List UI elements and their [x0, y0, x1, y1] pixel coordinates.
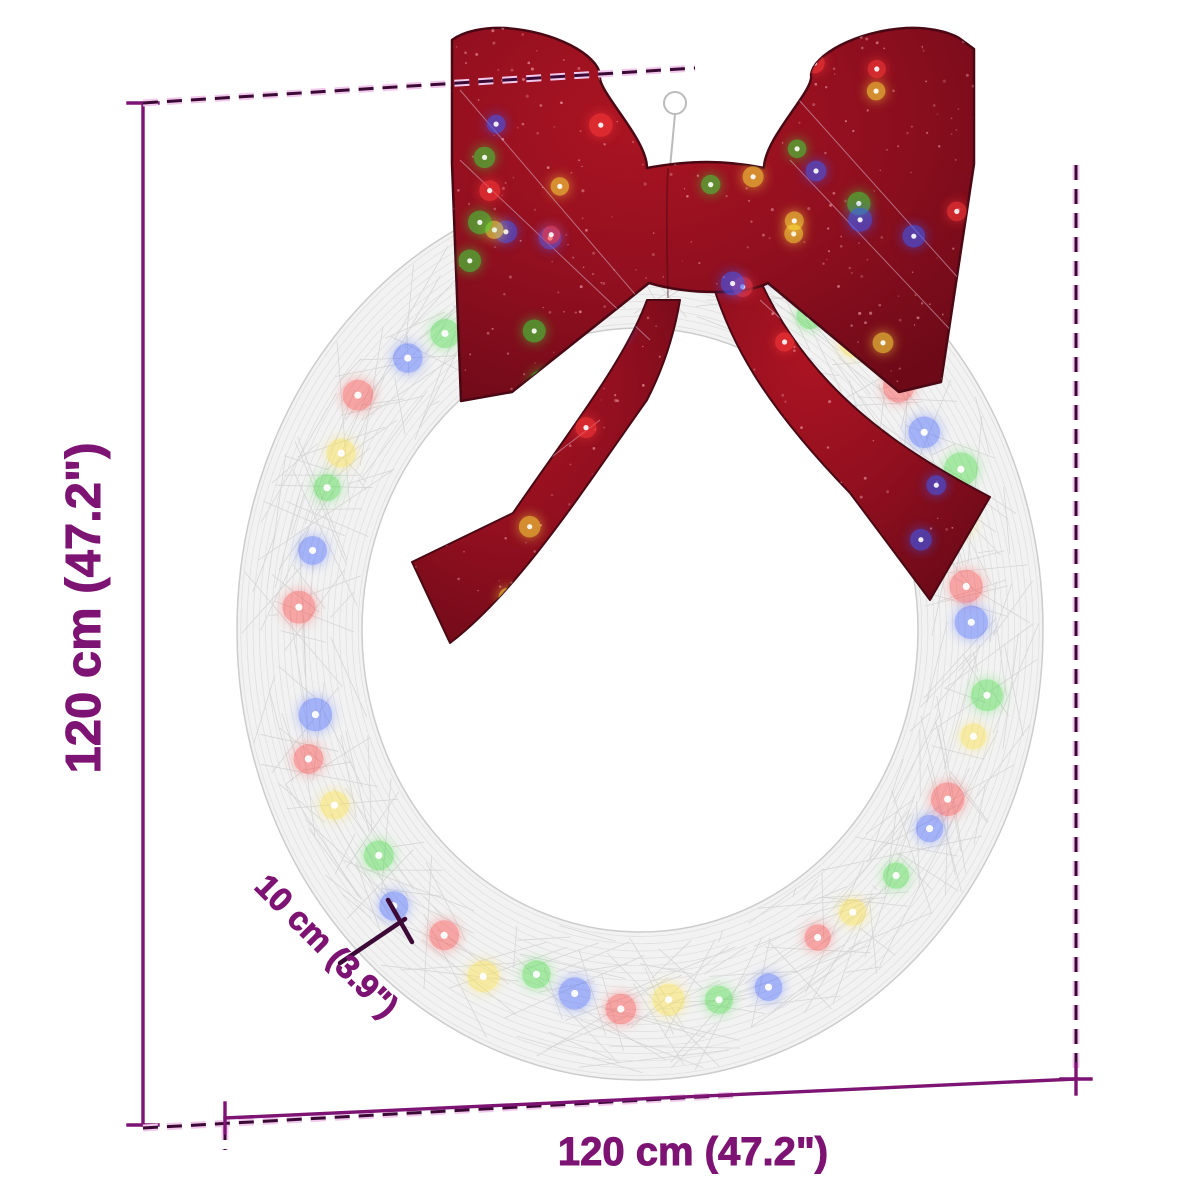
svg-text:120 cm (47.2"): 120 cm (47.2") [57, 442, 111, 773]
svg-text:120 cm (47.2"): 120 cm (47.2") [558, 1130, 828, 1174]
